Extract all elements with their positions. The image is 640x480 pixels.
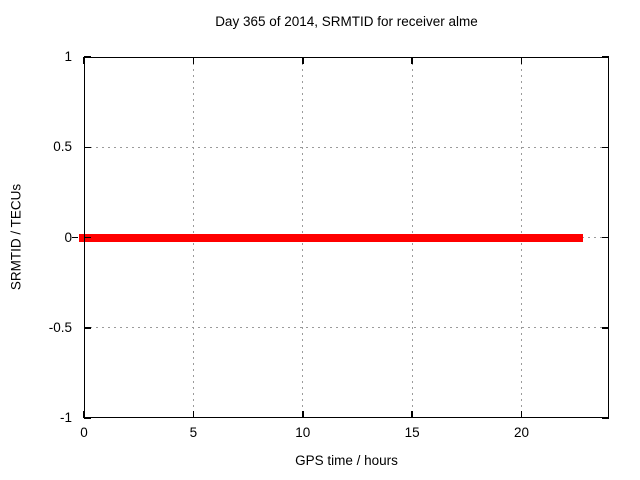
y-tick-label: 0 xyxy=(64,229,72,245)
y-tick-left xyxy=(84,327,91,329)
x-tick-bottom xyxy=(302,411,304,418)
x-tick-label: 0 xyxy=(80,425,88,440)
x-axis-label: GPS time / hours xyxy=(295,453,398,468)
x-tick-label: 5 xyxy=(189,425,198,440)
y-zero-outer-tick-mark xyxy=(72,236,78,239)
gridline-y-0.5 xyxy=(84,146,609,148)
y-tick-right xyxy=(602,417,609,419)
x-tick-bottom xyxy=(192,411,195,418)
y-tick-left xyxy=(84,56,91,58)
x-tick-bottom xyxy=(411,411,413,418)
data-line-srmtid xyxy=(79,233,583,242)
y-tick-left xyxy=(84,146,91,148)
y-axis-label: SRMTID / TECUs xyxy=(8,183,24,291)
y-tick-left xyxy=(84,236,91,239)
y-tick-label: -0.5 xyxy=(48,319,72,335)
plot-area: 0 5 10 15 20 1 0.5 0 -0.5 -1 xyxy=(49,49,609,440)
gridline-y--0.5 xyxy=(84,327,609,329)
x-tick-top xyxy=(83,57,85,64)
x-tick-label: 20 xyxy=(513,425,530,440)
y-tick-label: 1 xyxy=(64,49,72,64)
y-tick-right xyxy=(602,327,609,329)
x-tick-top xyxy=(192,57,195,64)
x-tick-label: 10 xyxy=(295,425,311,440)
x-tick-bottom xyxy=(520,411,523,418)
y-tick-label: -1 xyxy=(59,410,72,425)
y-tick-right xyxy=(602,56,609,58)
x-tick-label: 15 xyxy=(404,425,420,440)
x-tick-top xyxy=(411,57,413,64)
y-tick-left xyxy=(84,417,91,419)
y-tick-label: 0.5 xyxy=(53,139,72,155)
x-tick-top xyxy=(520,57,523,64)
x-tick-top xyxy=(302,57,304,64)
y-tick-right xyxy=(602,236,609,239)
chart-title: Day 365 of 2014, SRMTID for receiver alm… xyxy=(215,14,478,29)
y-tick-right xyxy=(602,146,609,148)
